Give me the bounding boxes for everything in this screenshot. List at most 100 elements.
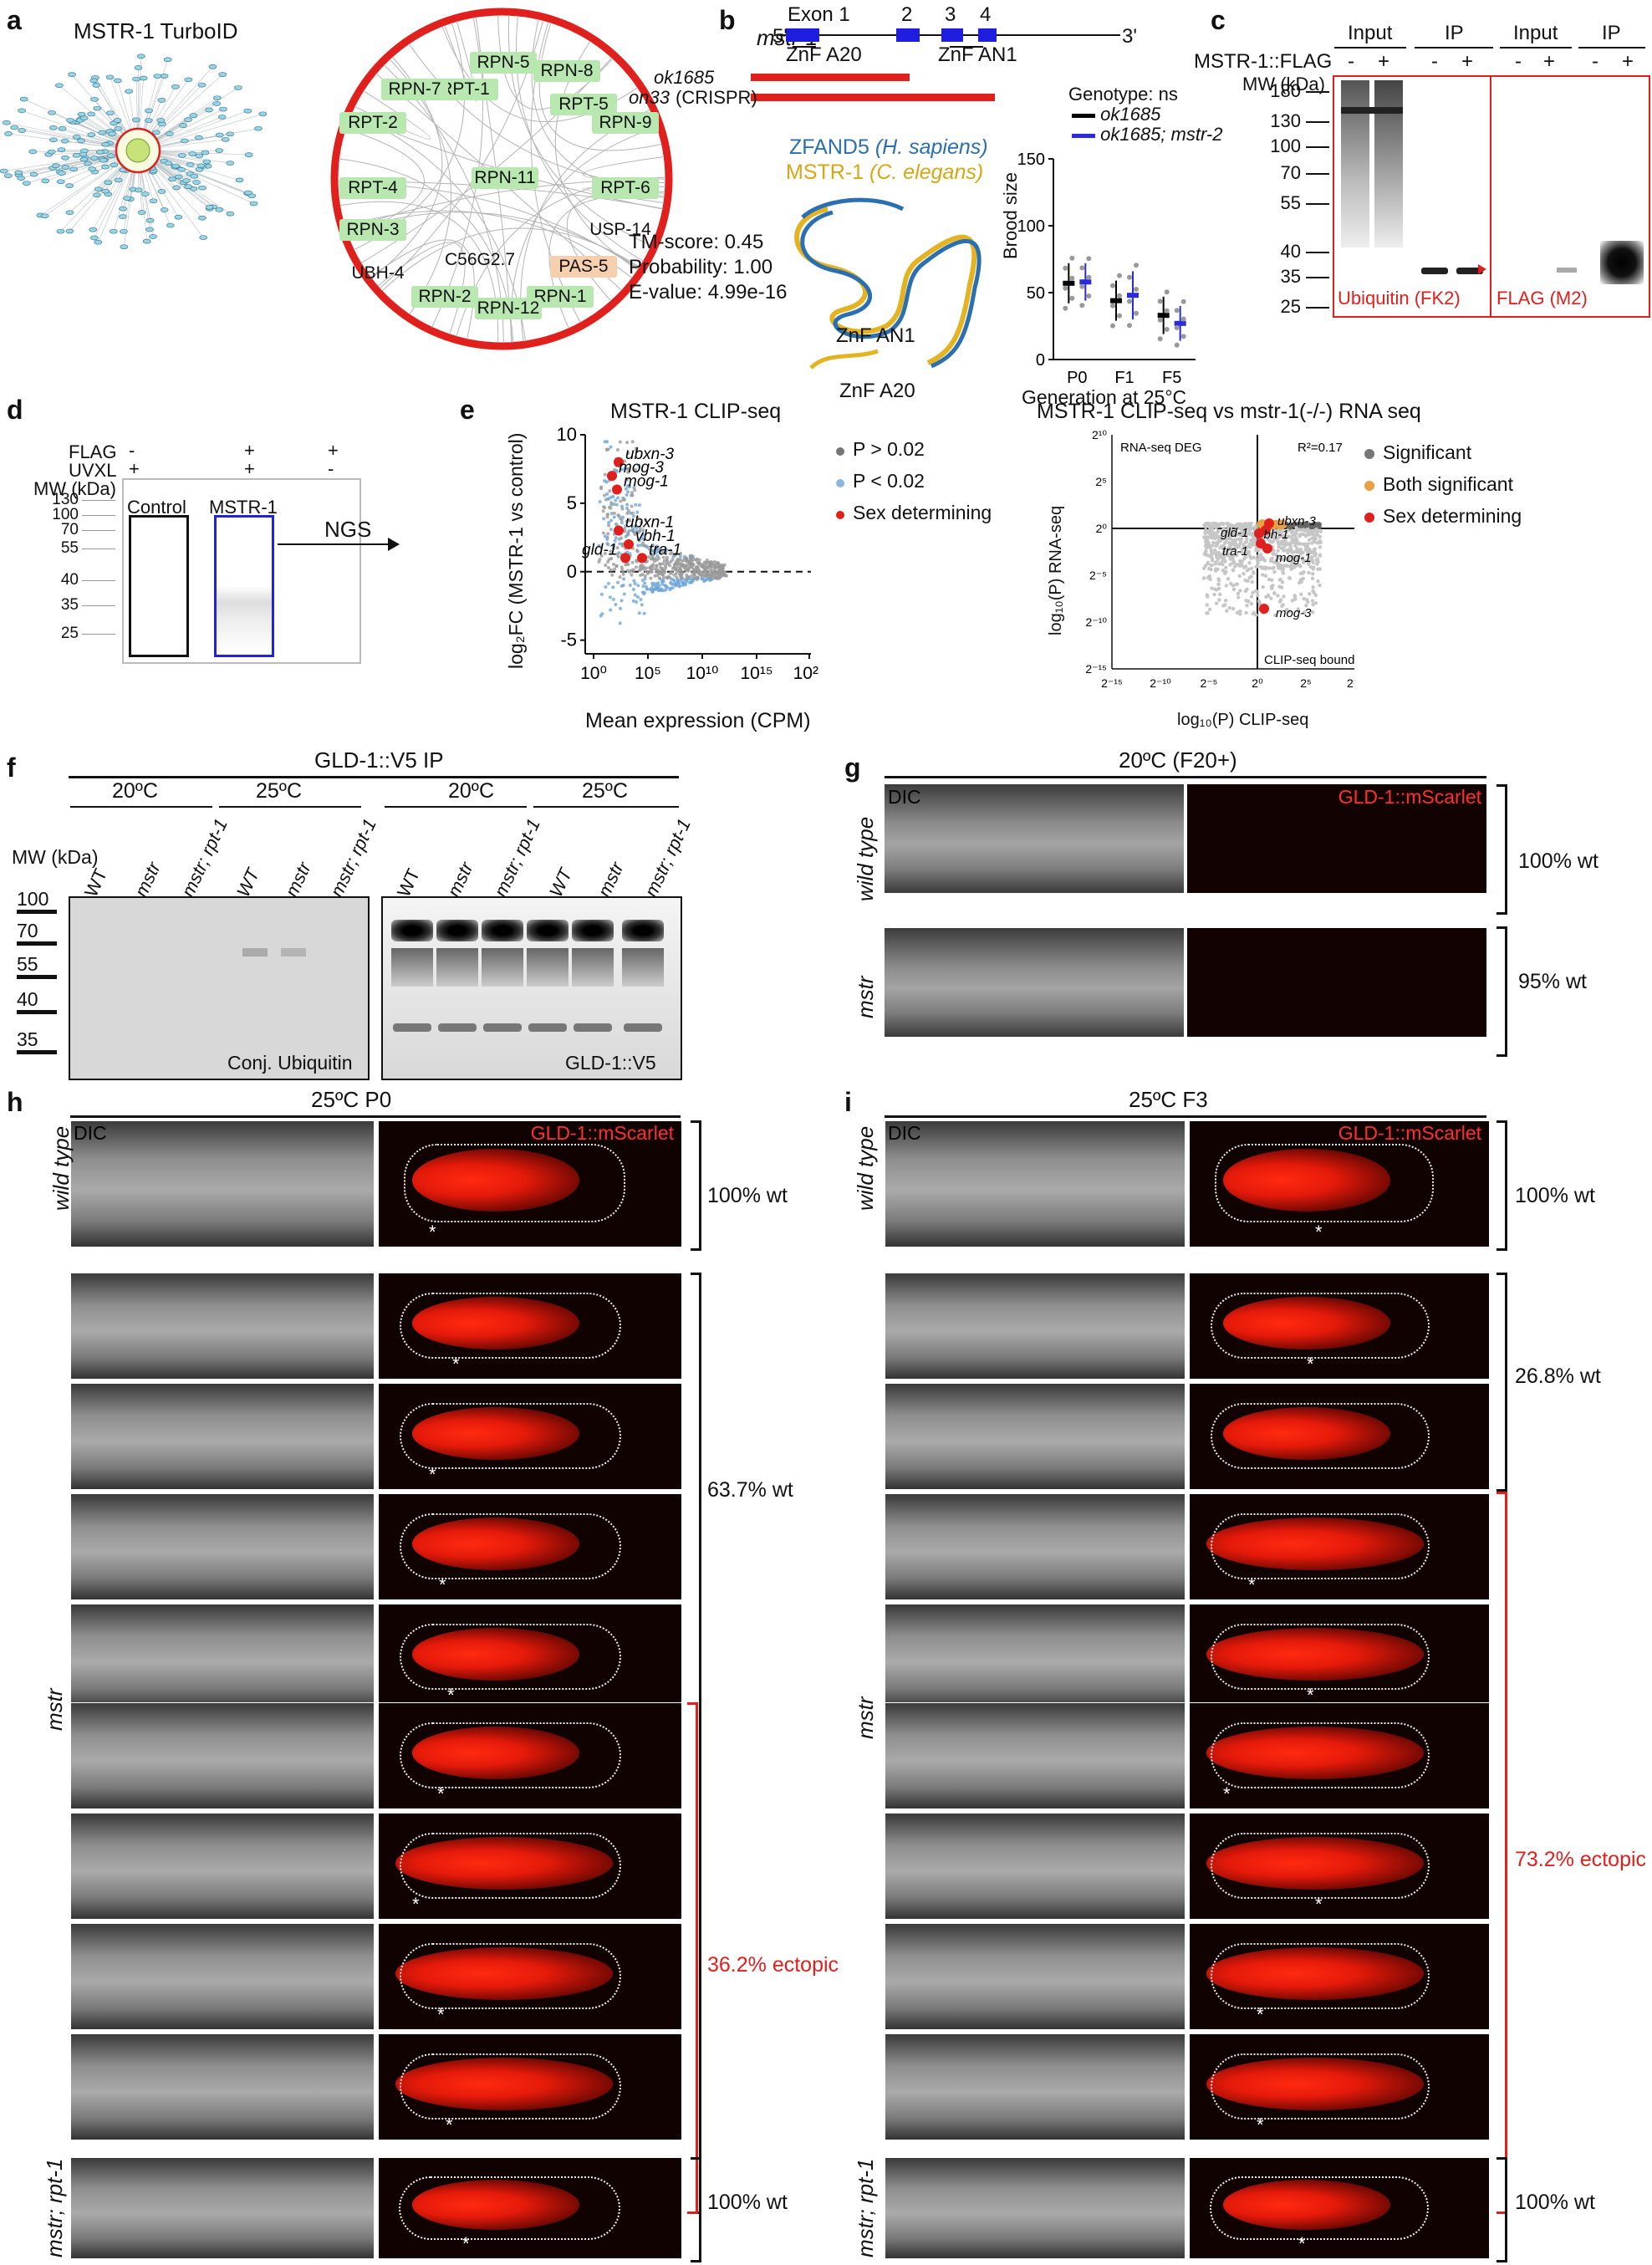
e2-point: [1318, 534, 1323, 539]
network-node: [2, 120, 11, 125]
network-node: [177, 166, 186, 172]
e2-point: [1210, 563, 1214, 568]
e2-point: [1229, 523, 1233, 527]
brood-point: [1157, 317, 1163, 323]
conj-ubiquitin-label: Conj. Ubiquitin: [227, 1052, 353, 1074]
network-node: [94, 186, 103, 192]
network-node: [22, 181, 31, 186]
e-value: E-value: 4.99e-16: [629, 281, 788, 304]
e-point: [713, 565, 717, 569]
e2-point: [1263, 574, 1268, 578]
clip-vs-rnaseq-plot: 2¹⁰ 2⁵ 2⁰ 2⁻⁵ 2⁻¹⁰ 2⁻¹⁵2⁻¹⁵ 2⁻¹⁰ 2⁻⁵ 2⁰ 2⁵ 2¹⁰ ubxn…: [1085, 428, 1354, 690]
brood-point: [1157, 336, 1163, 342]
e-point: [621, 577, 625, 581]
h-wt-label: wild type: [48, 1125, 74, 1211]
brood-ylabel: Brood size: [1000, 172, 1021, 259]
network-node: [157, 189, 166, 194]
e-point: [606, 447, 610, 451]
e2-point: [1311, 550, 1315, 555]
network-node: [109, 228, 118, 234]
e-point: [690, 553, 694, 558]
exon-2: [896, 28, 920, 42]
d-control-box: [129, 515, 189, 657]
e2-point: [1305, 598, 1309, 602]
network-node: [145, 217, 155, 223]
d-control-label: Control: [127, 497, 186, 518]
e-point: [635, 515, 640, 519]
proteasome-node-rpn-11: RPN-11: [472, 167, 538, 189]
e-point: [614, 564, 619, 569]
e-point: [696, 571, 701, 575]
i-mstr-label: mstr: [853, 1696, 878, 1739]
network-node: [52, 163, 60, 169]
e2-point: [1209, 524, 1214, 529]
e2-point: [1238, 559, 1242, 564]
znf-an1-label: ZnF AN1: [938, 43, 1017, 66]
v5-band-main: [391, 920, 433, 941]
e2-xtick: 2⁻¹⁰: [1150, 676, 1171, 690]
e-point: [615, 552, 620, 556]
e-point: [610, 573, 614, 577]
e2-point: [1216, 586, 1221, 591]
h-germline-signal: [412, 2180, 579, 2231]
h-gonad-outline: [400, 2053, 621, 2120]
i-pct-ectopic: 73.2% ectopic: [1515, 1848, 1647, 1871]
network-node: [29, 171, 38, 177]
network-node: [226, 211, 235, 217]
e-point: [606, 581, 610, 585]
i-asterisk: *: [1257, 2004, 1264, 2025]
e-point: [639, 573, 643, 577]
e-point: [646, 555, 650, 559]
i-wt-label: wild type: [853, 1125, 878, 1211]
e2-point: [1224, 565, 1228, 570]
e-point: [685, 579, 689, 584]
e-point: [599, 553, 604, 558]
v5-band-smear: [572, 948, 614, 987]
e-point: [635, 526, 639, 530]
e-point: [609, 445, 613, 449]
e2-point: [1249, 566, 1254, 570]
d-mstr1-label: MSTR-1: [209, 497, 278, 518]
network-node: [3, 173, 13, 179]
e-point: [625, 492, 629, 497]
e-point: [677, 584, 681, 588]
proteasome-node-rpn-3: RPN-3: [339, 219, 406, 241]
f-temp-4: 25ºC: [582, 779, 628, 803]
e-point: [603, 440, 607, 444]
e-point: [605, 537, 609, 541]
e2-point: [1287, 534, 1292, 539]
sex-determining-point: [620, 553, 630, 564]
e2-point: [1313, 601, 1318, 605]
e-point: [609, 528, 613, 532]
network-node: [92, 83, 101, 88]
network-node: [208, 64, 217, 69]
h-dic-7: [70, 1923, 375, 2030]
e2-point: [1240, 547, 1245, 551]
f-marker-55: 55: [17, 953, 38, 975]
e-point: [670, 582, 674, 586]
e-point: [634, 502, 638, 507]
c-lane5: -: [1515, 50, 1522, 73]
e-point: [636, 531, 640, 535]
network-node: [149, 234, 157, 239]
e-point: [640, 537, 645, 541]
e-point: [630, 560, 635, 564]
e-point: [631, 511, 635, 515]
e-point: [674, 572, 678, 576]
e-point: [613, 567, 617, 571]
f-marker-70: 70: [17, 920, 38, 941]
e-point: [613, 538, 617, 543]
e-point: [635, 599, 639, 604]
brood-legend-2: ok1685; mstr-2: [1072, 124, 1222, 145]
network-node: [219, 106, 227, 112]
i-dic-8: [885, 2033, 1185, 2140]
e-point: [601, 509, 605, 513]
network-node: [108, 131, 116, 136]
d-marker-35: 35: [60, 596, 79, 614]
e-point: [685, 576, 689, 580]
h-asterisk: *: [439, 1574, 446, 1595]
e2-point: [1236, 526, 1241, 530]
h-germline-signal: [412, 1726, 579, 1779]
e2-point: [1221, 568, 1225, 573]
brood-ytick: 50: [1027, 284, 1045, 303]
